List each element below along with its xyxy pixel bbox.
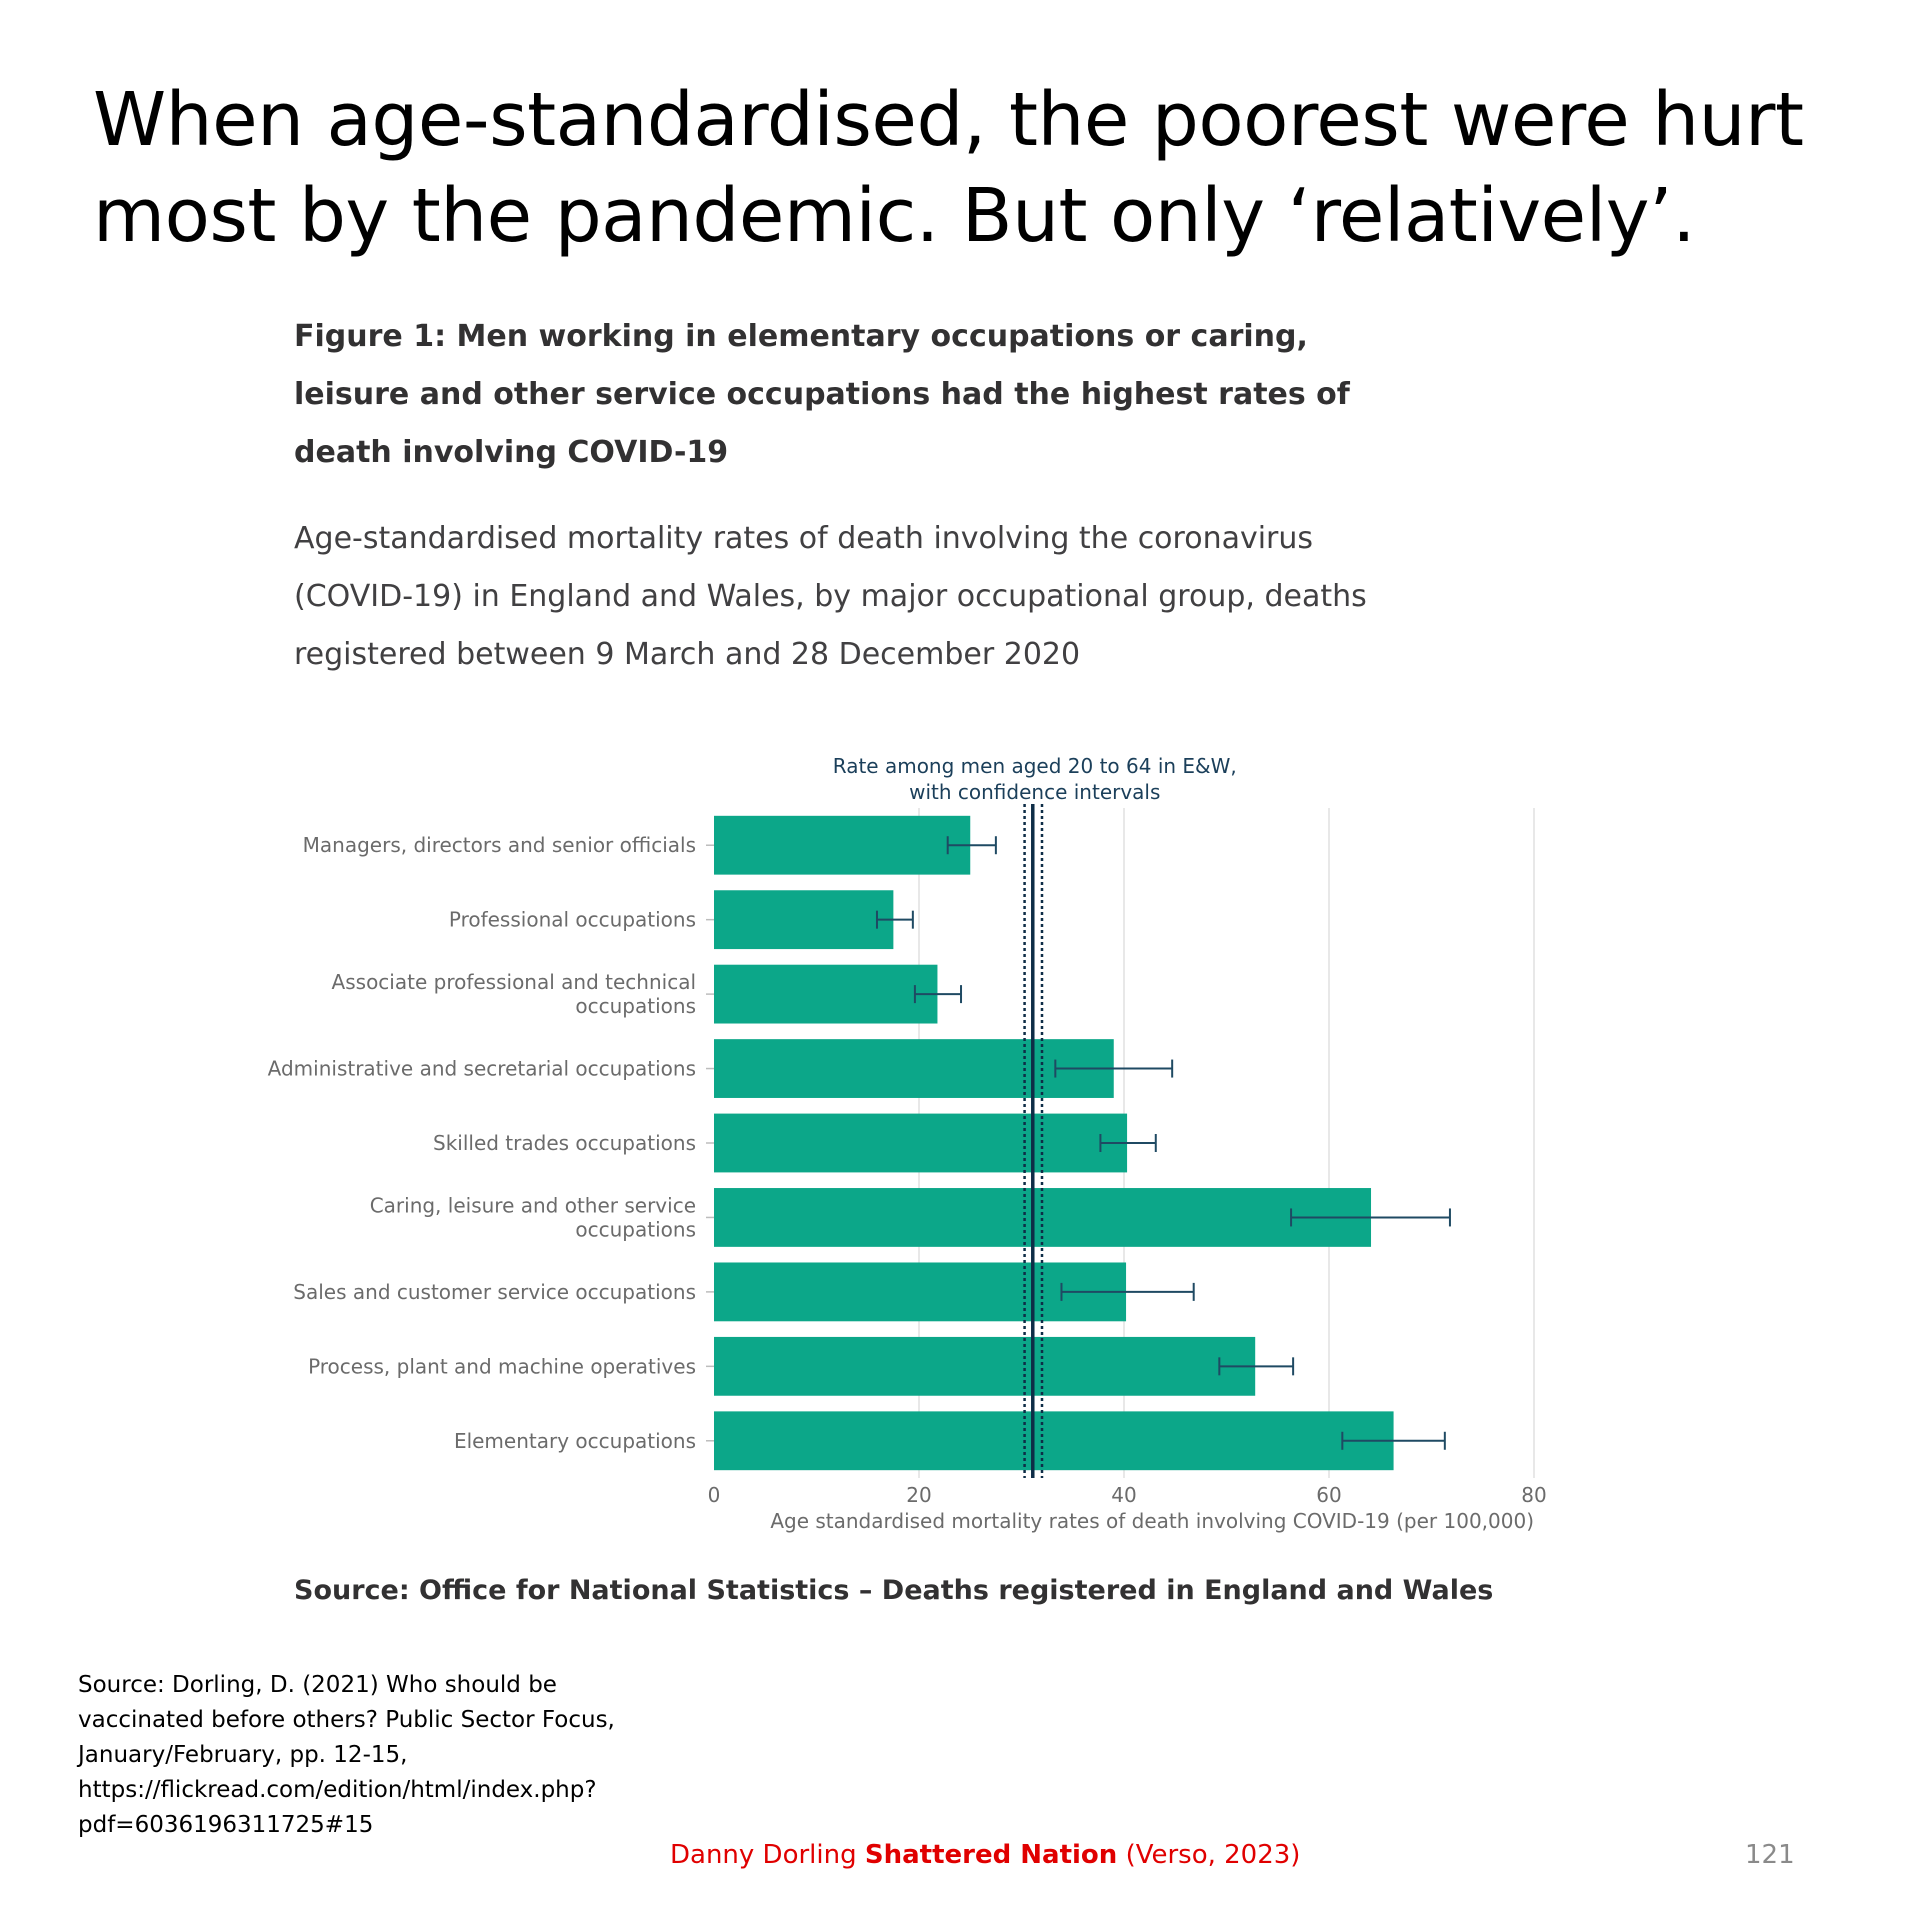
- category-label: Associate professional and technical occu…: [332, 970, 696, 1018]
- credit-publisher: (Verso, 2023): [1125, 1840, 1301, 1870]
- category-label: Elementary occupations: [454, 1429, 696, 1453]
- bar: [714, 964, 938, 1024]
- bar: [714, 1336, 1256, 1396]
- x-tick-label: 80: [1521, 1483, 1546, 1507]
- credit-author: Danny Dorling: [670, 1840, 857, 1870]
- category-label: Process, plant and machine operatives: [308, 1354, 696, 1378]
- reference-line-label: Rate among men aged 20 to 64 in E&W, with…: [833, 754, 1237, 804]
- figure-title: Figure 1: Men working in elementary occu…: [294, 319, 1350, 470]
- bar: [714, 1039, 1114, 1098]
- category-label: Skilled trades occupations: [433, 1131, 696, 1155]
- bar: [714, 1113, 1128, 1173]
- category-label: Sales and customer service occupations: [293, 1280, 696, 1304]
- slide-title: When age-standardised, the poorest were …: [93, 77, 1804, 259]
- category-label: Administrative and secretarial occupatio…: [268, 1057, 696, 1081]
- x-tick-label: 40: [1111, 1483, 1136, 1507]
- mortality-bar-chart: Rate among men aged 20 to 64 in E&W, with…: [268, 754, 1547, 1533]
- x-tick-label: 60: [1316, 1483, 1341, 1507]
- bar: [714, 890, 894, 950]
- x-axis-label: Age standardised mortality rates of deat…: [770, 1509, 1534, 1533]
- bar: [714, 815, 971, 875]
- book-credit: Danny Dorling Shattered Nation (Verso, 2…: [670, 1840, 1300, 1870]
- bar: [714, 1411, 1394, 1471]
- x-tick-label: 0: [708, 1483, 721, 1507]
- category-label: Managers, directors and senior officials: [303, 833, 696, 857]
- category-label: Professional occupations: [449, 908, 696, 932]
- page-number: 121: [1745, 1840, 1795, 1870]
- figure-subtitle: Age-standardised mortality rates of deat…: [294, 521, 1367, 672]
- category-label: Caring, leisure and other service occupat…: [370, 1193, 696, 1241]
- ons-source-label: Source: Office for National Statistics –…: [294, 1575, 1494, 1606]
- credit-book-title: Shattered Nation: [864, 1840, 1118, 1870]
- bar: [714, 1262, 1127, 1322]
- citation-note: Source: Dorling, D. (2021) Who should be…: [78, 1672, 615, 1838]
- x-tick-label: 20: [906, 1483, 931, 1507]
